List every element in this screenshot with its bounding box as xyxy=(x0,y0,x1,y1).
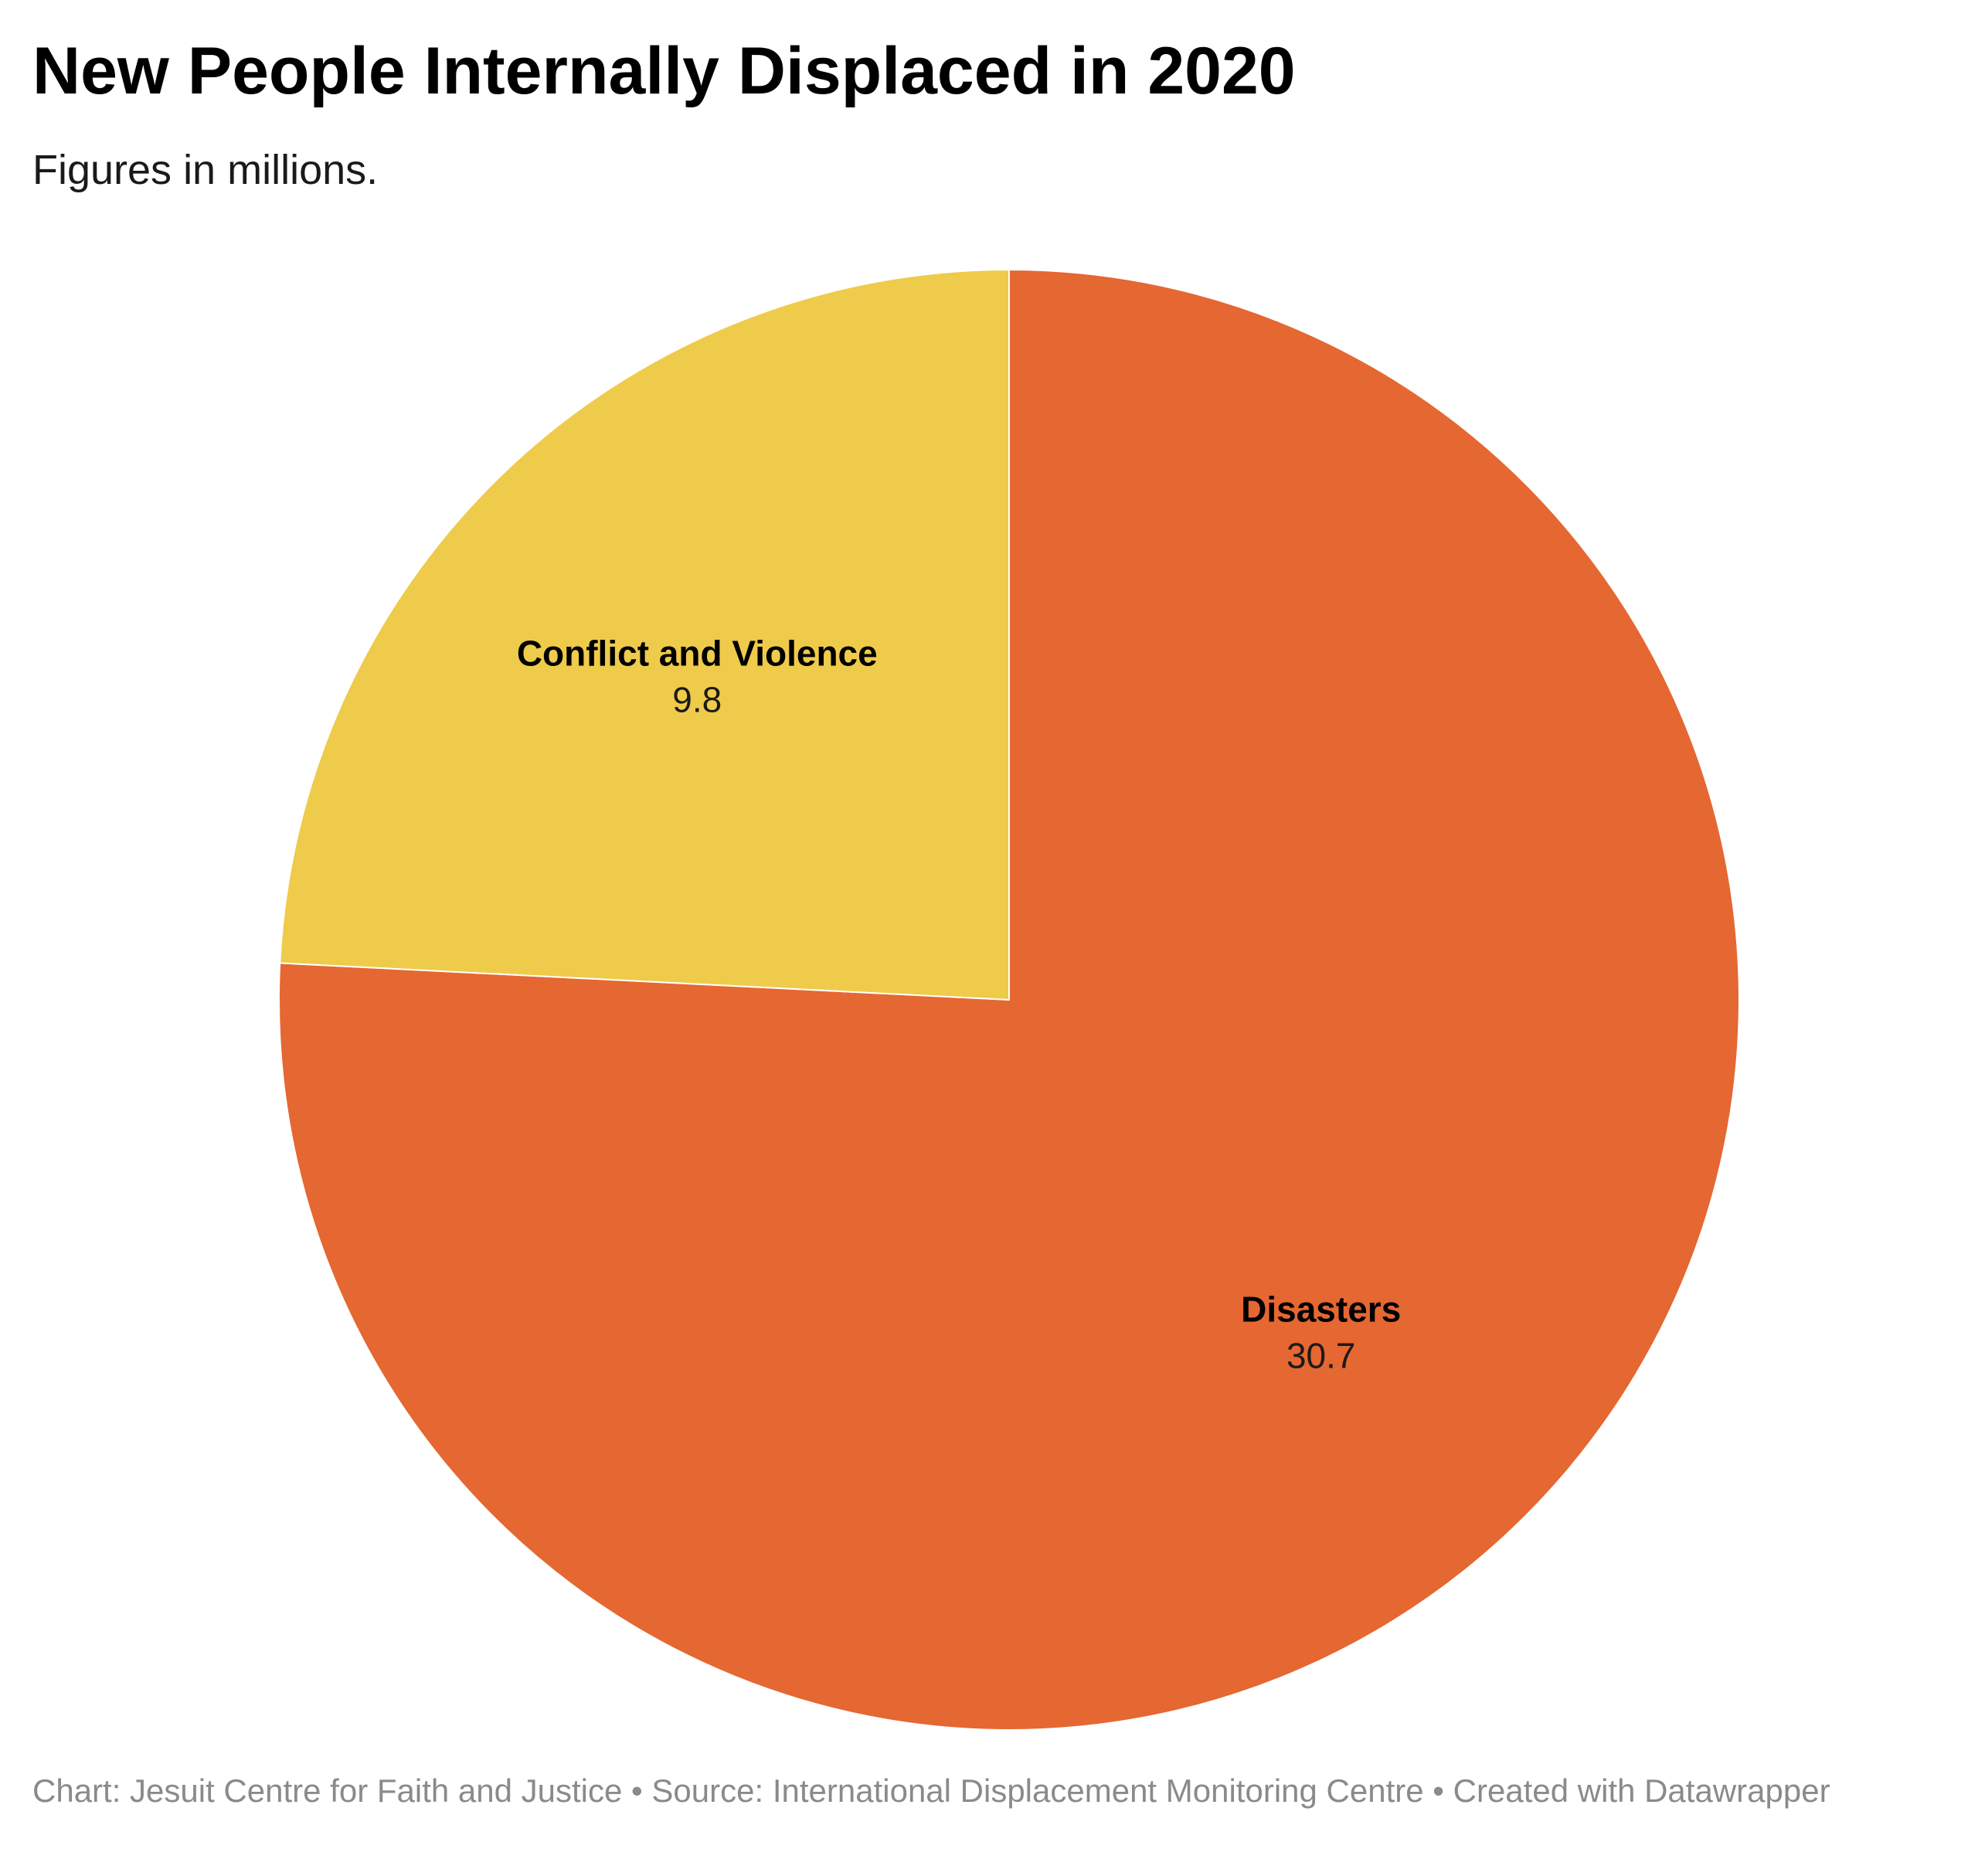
footer-separator-2: • xyxy=(1423,1772,1453,1809)
slice-label-conflict-and-violence: Conflict and Violence xyxy=(517,633,878,673)
slice-value-conflict-and-violence: 9.8 xyxy=(672,679,722,719)
footer-separator-1: • xyxy=(622,1772,652,1809)
chart-title: New People Internally Displaced in 2020 xyxy=(32,34,1296,108)
pie-labels: Disasters 30.7 Conflict and Violence 9.8 xyxy=(517,633,1401,1375)
footer-chart-prefix: Chart: xyxy=(32,1772,131,1809)
chart-subtitle: Figures in millions. xyxy=(32,147,379,193)
footer-source: International Displacement Monitoring Ce… xyxy=(772,1772,1424,1809)
footer-chart-by: Jesuit Centre for Faith and Justice xyxy=(130,1772,623,1809)
footer-created-with: Created with Datawrapper xyxy=(1453,1772,1830,1809)
slice-label-disasters: Disasters xyxy=(1241,1290,1401,1330)
chart-footer: Chart: Jesuit Centre for Faith and Justi… xyxy=(32,1769,1918,1813)
pie-slice-conflict-and-violence xyxy=(279,268,1010,1001)
footer-source-prefix: Source: xyxy=(651,1772,773,1809)
slice-value-disasters: 30.7 xyxy=(1286,1336,1356,1376)
pie-slices xyxy=(278,268,1740,1731)
